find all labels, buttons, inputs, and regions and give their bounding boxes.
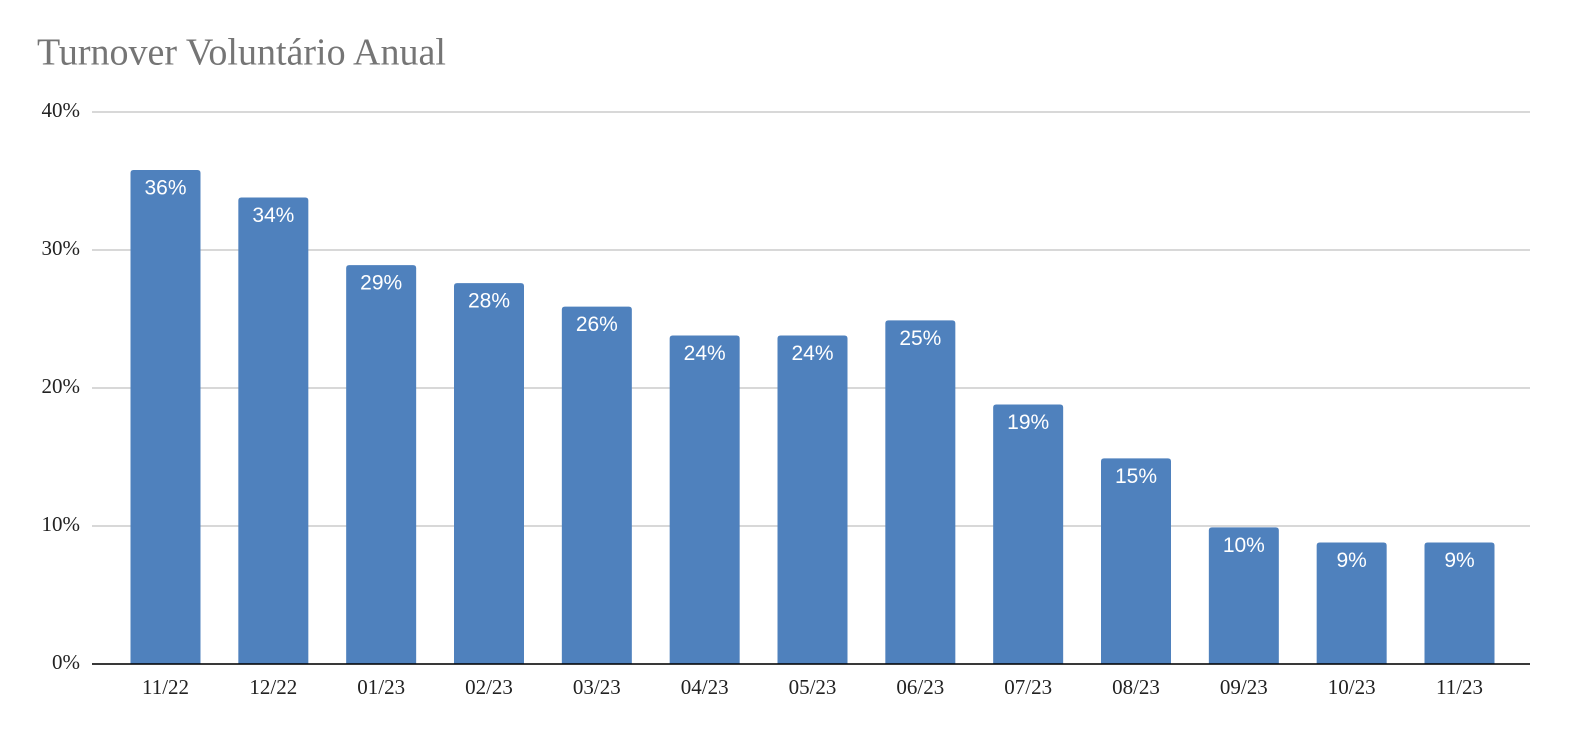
- bar: [777, 335, 848, 664]
- x-tick-label: 04/23: [681, 675, 729, 699]
- bar: [1101, 458, 1171, 664]
- y-tick-label: 10%: [42, 512, 81, 536]
- value-label: 15%: [1115, 465, 1157, 488]
- value-label: 9%: [1444, 549, 1474, 572]
- x-tick-label: 03/23: [573, 675, 621, 699]
- bar: [669, 335, 740, 664]
- x-tick-label: 11/22: [142, 675, 189, 699]
- bar: [130, 169, 201, 664]
- bar: [1208, 527, 1279, 664]
- x-tick-label: 12/22: [249, 675, 297, 699]
- bar: [1316, 542, 1387, 664]
- x-tick-label: 05/23: [789, 675, 837, 699]
- x-tick-label: 01/23: [357, 675, 405, 699]
- value-label: 26%: [576, 313, 618, 336]
- x-tick-label: 07/23: [1004, 675, 1052, 699]
- bar: [1424, 542, 1495, 664]
- value-label: 34%: [252, 204, 294, 227]
- x-tick-label: 11/23: [1436, 675, 1483, 699]
- bar: [346, 265, 417, 664]
- value-label: 19%: [1007, 411, 1049, 434]
- value-label: 24%: [684, 342, 726, 365]
- value-label: 28%: [468, 290, 510, 313]
- value-label: 25%: [899, 327, 941, 350]
- bar: [993, 404, 1064, 664]
- x-tick-label: 10/23: [1328, 675, 1376, 699]
- bar: [885, 320, 956, 664]
- x-tick-label: 06/23: [896, 675, 944, 699]
- y-tick-label: 30%: [42, 236, 81, 260]
- x-tick-label: 09/23: [1220, 675, 1268, 699]
- value-label: 10%: [1223, 534, 1265, 557]
- y-tick-label: 20%: [42, 374, 81, 398]
- bar: [561, 306, 632, 664]
- y-tick-label: 0%: [52, 650, 80, 674]
- x-tick-label: 08/23: [1112, 675, 1160, 699]
- value-label: 29%: [360, 272, 402, 295]
- value-label: 36%: [144, 177, 186, 200]
- value-label: 9%: [1336, 549, 1366, 572]
- value-label: 24%: [791, 342, 833, 365]
- bar: [454, 283, 524, 664]
- x-tick-label: 02/23: [465, 675, 513, 699]
- bar: [238, 197, 309, 664]
- chart-title: Turnover Voluntário Anual: [37, 32, 446, 74]
- y-tick-label: 40%: [42, 98, 81, 122]
